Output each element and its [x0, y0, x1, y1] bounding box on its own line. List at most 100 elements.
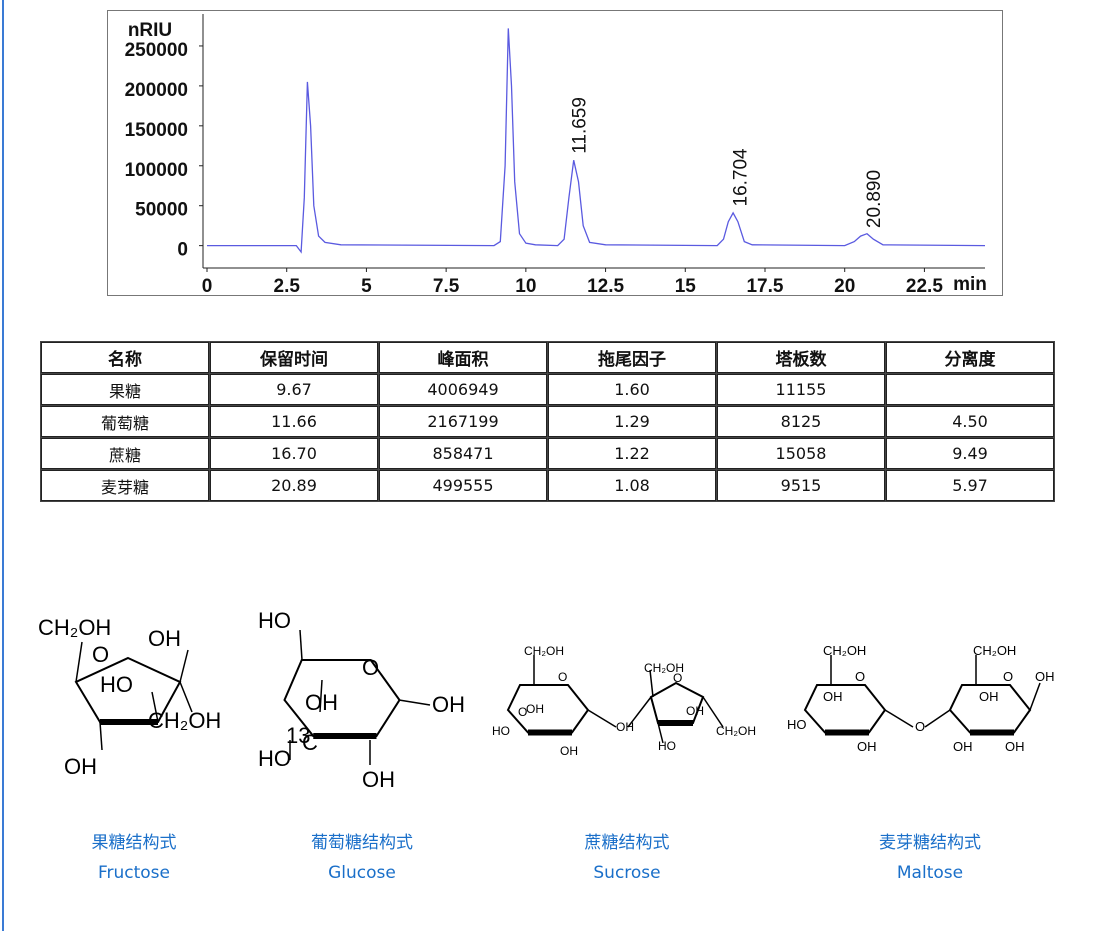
ring	[803, 684, 887, 734]
table-cell: 5.97	[886, 470, 1054, 501]
atom-label: CH₂OH	[716, 724, 756, 738]
atom-label: 13	[286, 723, 310, 748]
y-tick-label: 250000	[125, 40, 188, 61]
table-cell: 1.60	[548, 374, 716, 405]
bond	[587, 709, 617, 728]
table-cell: 1.22	[548, 438, 716, 469]
x-axis-label: min	[953, 274, 987, 295]
table-cell: 2167199	[379, 406, 547, 437]
table-cell: 4006949	[379, 374, 547, 405]
table-cell: 9.49	[886, 438, 1054, 469]
header-cell: 峰面积	[379, 342, 547, 373]
table-row: 葡萄糖 11.66 2167199 1.29 8125 4.50	[41, 406, 1054, 437]
bond	[299, 629, 303, 661]
atom-label: C	[302, 730, 318, 755]
structure-caption[interactable]: 蔗糖结构式	[584, 833, 670, 853]
structure: CH₂OH O OH HO OH OH O CH₂OH O OH OH OH	[787, 643, 1055, 754]
atom-label: HO	[258, 608, 291, 633]
table-cell: 葡萄糖	[41, 406, 209, 437]
table-cell: 4.50	[886, 406, 1054, 437]
structure-caption[interactable]: Maltose	[896, 863, 964, 883]
y-tick-label: 100000	[125, 160, 188, 181]
x-tick-label: 7.5	[433, 276, 460, 297]
atom-label: OH	[148, 626, 181, 651]
atom-label: O	[915, 719, 925, 734]
header-cell: 分离度	[886, 342, 1054, 373]
table-cell: 9515	[717, 470, 885, 501]
y-tick-label: 200000	[125, 80, 188, 101]
bond	[398, 699, 431, 706]
table-cell: 20.89	[210, 470, 378, 501]
atom-label: CH₂OH	[823, 643, 866, 658]
y-tick-label: 150000	[125, 120, 188, 141]
atom-label: CH₂OH	[644, 661, 684, 675]
structure-caption[interactable]: 果糖结构式	[91, 833, 177, 853]
header-cell: 拖尾因子	[548, 342, 716, 373]
atom-label: O	[518, 705, 527, 719]
table-cell: 1.08	[548, 470, 716, 501]
structure-caption[interactable]: Fructose	[97, 863, 171, 883]
bond	[179, 681, 193, 713]
atom-label: OH	[979, 689, 999, 704]
chart: nRIU min 0 50000 100000 150000 200000 250000 0…	[107, 10, 1003, 297]
atom-label: O	[1003, 669, 1013, 684]
atom-label: OH	[560, 744, 578, 758]
bond	[627, 696, 652, 728]
data-table: 名称 保留时间 峰面积 拖尾因子 塔板数 分离度 果糖 9.67 4006949 1.60 1115…	[40, 341, 1055, 502]
atom-label: HO	[658, 739, 676, 753]
y-tick-label: 50000	[135, 200, 188, 221]
atom-label: OH	[616, 720, 634, 734]
bond	[1029, 682, 1041, 711]
x-tick-label: 17.5	[746, 276, 783, 297]
header-cell: 塔板数	[717, 342, 885, 373]
atom-label: HO	[100, 672, 133, 697]
bond	[702, 696, 724, 728]
structure-caption[interactable]: 麦芽糖结构式	[879, 833, 981, 853]
atom-label: CH₂OH	[973, 643, 1016, 658]
atom-label: OH	[1005, 739, 1025, 754]
table-row: 麦芽糖 20.89 499555 1.08 9515 5.97	[41, 470, 1054, 501]
atom-label: OH	[64, 754, 97, 779]
table-cell: 8125	[717, 406, 885, 437]
bond	[179, 649, 189, 683]
x-tick-label: 20	[834, 276, 855, 297]
table-cell: 858471	[379, 438, 547, 469]
table-cell: 15058	[717, 438, 885, 469]
atom-label: O	[673, 671, 682, 685]
atom-label: HO	[787, 717, 807, 732]
structure-caption[interactable]: Glucose	[328, 863, 396, 883]
atom-label: HO	[492, 724, 510, 738]
x-tick-label: 10	[515, 276, 536, 297]
chart-frame	[107, 10, 1003, 296]
table-cell: 499555	[379, 470, 547, 501]
table-cell: 麦芽糖	[41, 470, 209, 501]
atom-label: OH	[686, 704, 704, 718]
atom-label: OH	[305, 690, 338, 715]
atom-label: O	[362, 655, 379, 680]
structure-caption[interactable]: Sucrose	[593, 863, 661, 883]
atom-label: OH	[857, 739, 877, 754]
atom-label: O	[855, 669, 865, 684]
atom-label: OH	[526, 702, 544, 716]
header-cell: 保留时间	[210, 342, 378, 373]
atom-label: OH	[362, 767, 395, 792]
bond	[657, 722, 664, 744]
table-row: 蔗糖 16.70 858471 1.22 15058 9.49	[41, 438, 1054, 469]
peak-label: 20.890	[864, 170, 885, 228]
table-cell: 16.70	[210, 438, 378, 469]
y-axis-label: nRIU	[128, 20, 172, 41]
atom-label: OH	[953, 739, 973, 754]
table-cell: 1.29	[548, 406, 716, 437]
bond	[99, 721, 103, 751]
table-cell: 11.66	[210, 406, 378, 437]
bond	[649, 669, 654, 698]
y-tick-label: 0	[177, 240, 188, 261]
table-cell	[886, 374, 1054, 405]
bond	[75, 641, 83, 683]
table-cell: 蔗糖	[41, 438, 209, 469]
structure-caption[interactable]: 葡萄糖结构式	[311, 833, 413, 853]
bond	[884, 709, 914, 728]
